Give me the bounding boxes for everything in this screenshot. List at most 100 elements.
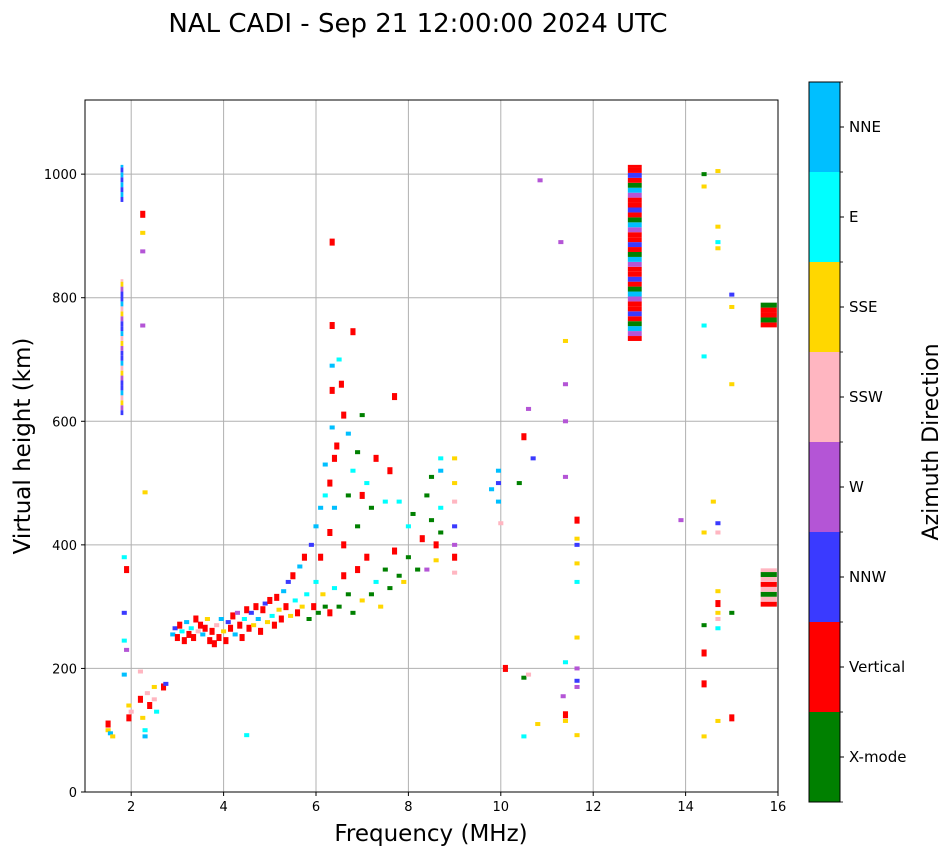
data-point [338,380,344,388]
data-point [405,524,411,529]
data-point [701,623,707,628]
data-column-cell [627,336,642,341]
data-point [415,567,421,572]
colorbar: X-mode Vertical NNW W SSW SSE E NNE [808,81,906,803]
data-point [311,603,317,611]
data-column-cell [120,380,124,386]
data-column-cell [627,331,642,337]
x-tick-label: 16 [770,800,787,815]
data-column-cell [627,271,642,277]
data-point [438,456,444,461]
data-point [368,505,374,510]
data-point [355,524,361,529]
colorbar-tick-label: E [849,208,858,226]
data-point [391,393,398,401]
colorbar-tick-label: NNE [849,118,881,136]
data-column-cell [120,336,124,341]
data-point [301,553,307,561]
data-point [107,731,113,736]
data-point [382,499,388,504]
data-point [574,635,580,640]
data-point [142,728,148,733]
data-point [225,620,231,625]
data-column-cell [120,306,124,312]
data-column-cell [627,296,642,302]
data-point [140,715,146,720]
data-column-cell [627,286,642,292]
data-point [140,230,146,235]
data-point [574,542,580,547]
data-point [359,598,365,603]
data-column-cell [120,331,124,337]
data-point [204,617,210,621]
y-tick-label: 1000 [44,168,77,183]
data-column-cell [760,317,777,323]
data-point [322,462,328,467]
colorbar-tick-label: SSE [849,298,878,316]
data-column-cell [760,572,777,577]
x-tick-label: 6 [312,800,320,815]
data-column-cell [120,375,124,381]
data-column-cell [627,326,642,332]
data-point [530,456,536,461]
data-point [729,292,735,297]
data-point [260,606,266,614]
data-point [294,609,301,617]
data-point [322,604,328,609]
data-point [218,617,224,621]
data-point [271,621,277,629]
data-point [495,468,502,473]
data-point [126,703,132,708]
data-point [264,620,271,625]
data-point [715,240,721,245]
data-column-cell [120,365,124,371]
data-column-cell [120,410,124,416]
data-point [516,481,522,486]
data-point [341,411,347,419]
data-point [715,626,721,631]
data-point [126,714,132,722]
data-point [710,499,716,504]
data-column-cell [120,385,124,391]
data-column-cell [627,306,642,312]
data-point [327,609,333,617]
y-tick-label: 200 [52,662,77,677]
data-point [140,210,146,218]
data-point [701,323,707,328]
data-point [283,603,289,611]
data-point [329,363,335,368]
data-point [378,604,384,609]
data-point [452,570,458,575]
data-column-cell [627,192,642,198]
data-point [137,695,143,703]
data-point [290,572,296,580]
data-point [144,691,150,696]
data-point [560,694,566,699]
data-point [121,638,127,643]
data-column-cell [627,227,642,233]
data-point [535,722,541,727]
x-tick-label: 12 [585,800,602,815]
data-point [502,664,508,672]
data-column-cell [627,232,642,238]
data-marks [105,164,777,739]
data-point [195,629,201,634]
data-point [140,323,146,328]
data-column-cell [120,167,124,173]
data-point [147,702,153,709]
colorbar-tick-label: Vertical [849,658,905,676]
data-column-cell [760,581,777,587]
data-point [359,491,365,499]
data-point [715,246,721,251]
data-point [373,454,379,462]
data-point [137,669,143,674]
data-point [715,718,721,723]
data-point [452,499,458,504]
data-column-cell [627,291,642,297]
data-column-cell [627,187,642,193]
data-point [715,610,721,615]
data-point [424,493,430,498]
data-point [452,456,458,461]
data-point [336,604,342,609]
data-point [331,454,338,462]
